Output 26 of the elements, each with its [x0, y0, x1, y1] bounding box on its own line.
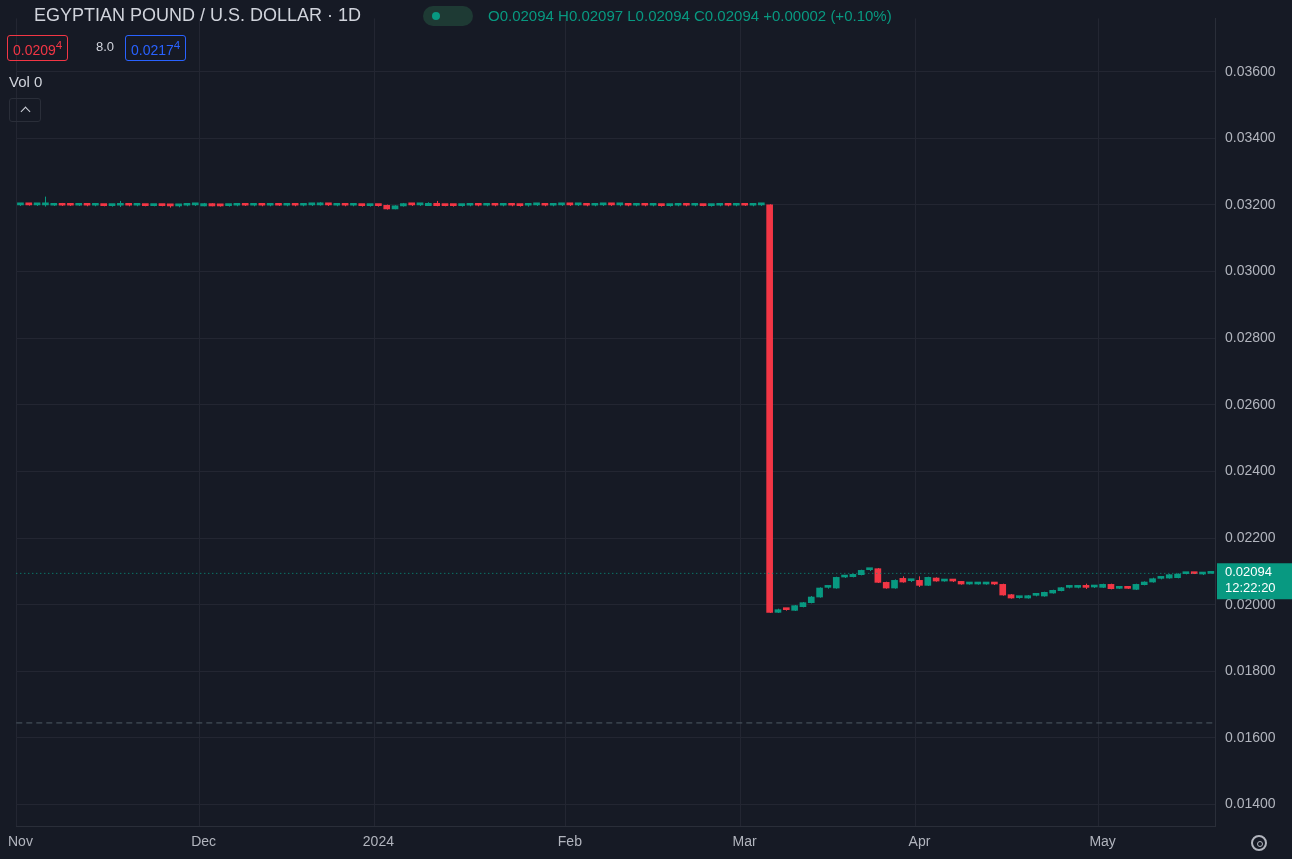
ref-line-label: 0.02094 12:22:20: [1225, 563, 1276, 595]
x-tick-label: Mar: [732, 833, 758, 850]
x-tick-label: Feb: [557, 833, 583, 850]
x-tick-label: Nov: [8, 833, 33, 850]
y-tick-label: 0.01400: [1225, 795, 1276, 812]
x-tick-label: May: [1089, 833, 1116, 850]
y-tick-label: 0.03400: [1225, 129, 1276, 146]
y-tick-label: 0.03200: [1225, 195, 1276, 212]
x-tick-label: 2024: [362, 833, 395, 850]
y-tick-label: 0.02000: [1225, 595, 1276, 612]
x-tick-label: Dec: [191, 833, 217, 850]
annotation: Vol 0: [9, 73, 43, 90]
y-tick-label: 0.02600: [1225, 395, 1276, 412]
annotation: 0.0217$^{4}$: [125, 35, 187, 61]
y-tick-label: 0.01800: [1225, 662, 1276, 679]
x-tick-label: Apr: [908, 833, 931, 850]
annotation: O0.02094 H0.02097 L0.02094 C0.02094 +0.00002 (+0.10%): [488, 7, 892, 24]
y-tick-label: 0.02200: [1225, 528, 1276, 545]
y-tick-label: 0.01600: [1225, 728, 1276, 745]
chart-title: EGYPTIAN POUND / U.S. DOLLAR · 1D: [34, 5, 362, 26]
y-tick-label: 0.03000: [1225, 262, 1276, 279]
annotation: 8.0: [96, 39, 115, 54]
y-tick-label: 0.02800: [1225, 329, 1276, 346]
y-tick-label: 0.03600: [1225, 62, 1276, 79]
annotation: 0.0209$^{4}$: [7, 35, 69, 61]
y-tick-label: 0.02400: [1225, 462, 1276, 479]
